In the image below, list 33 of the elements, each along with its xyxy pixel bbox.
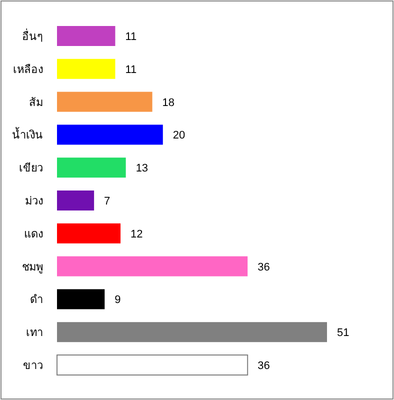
y-tick-label: ส้ม <box>29 96 43 109</box>
bar <box>57 322 327 342</box>
bar <box>57 289 105 310</box>
y-tick-label: เหลือง <box>13 62 43 76</box>
data-label: 11 <box>125 64 137 76</box>
y-tick-label: น้ำเงิน <box>12 126 43 142</box>
data-label: 12 <box>130 228 143 240</box>
y-tick-label: ม่วง <box>25 196 43 208</box>
bar <box>57 190 94 210</box>
y-tick-label: ชมพู <box>22 261 43 274</box>
bar <box>56 354 248 376</box>
bar <box>57 158 126 178</box>
y-tick-label: เขียว <box>19 162 43 175</box>
bar <box>57 26 116 46</box>
data-label: 20 <box>172 130 186 142</box>
data-label: 36 <box>258 360 270 372</box>
bar <box>57 92 152 112</box>
data-label: 36 <box>258 261 270 274</box>
data-label: 13 <box>136 162 148 175</box>
bar <box>57 124 163 145</box>
data-label: 7 <box>104 196 110 208</box>
bar <box>57 223 121 244</box>
y-tick-label: แดง <box>24 228 43 240</box>
y-tick-label: ดำ <box>30 294 43 306</box>
data-label: 51 <box>337 327 350 340</box>
y-tick-label: อื่นๆ <box>22 28 43 43</box>
bar <box>57 256 248 276</box>
data-label: 18 <box>162 96 175 109</box>
data-label: 9 <box>114 294 121 306</box>
bar <box>57 58 116 79</box>
data-label: 11 <box>125 31 137 43</box>
y-tick-label: เทา <box>26 327 43 340</box>
y-tick-label: ขาว <box>23 360 43 372</box>
